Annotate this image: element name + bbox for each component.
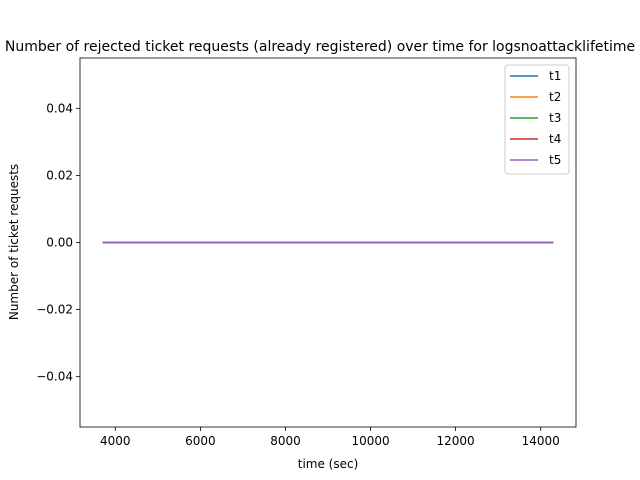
y-tick-label: 0.02 <box>46 168 73 182</box>
legend: t1 t2 t3 t4 t5 <box>504 64 570 175</box>
legend-label-t3: t3 <box>549 111 561 125</box>
x-tick-label: 10000 <box>351 434 389 448</box>
y-tick-label: −0.02 <box>36 303 73 317</box>
x-tick-label: 12000 <box>437 434 475 448</box>
x-tick-label: 8000 <box>270 434 301 448</box>
legend-label-t2: t2 <box>549 90 561 104</box>
legend-label-t1: t1 <box>549 69 561 83</box>
x-tick-label: 4000 <box>100 434 131 448</box>
x-tick-label: 6000 <box>185 434 216 448</box>
x-axis-label: time (sec) <box>298 457 359 471</box>
y-tick-label: 0.04 <box>46 101 73 115</box>
y-axis: −0.04 −0.02 0.00 0.02 0.04 <box>36 101 80 384</box>
legend-label-t4: t4 <box>549 132 561 146</box>
chart-title: Number of rejected ticket requests (alre… <box>5 39 635 55</box>
legend-box <box>504 64 570 175</box>
legend-label-t5: t5 <box>549 153 561 167</box>
x-tick-label: 14000 <box>522 434 560 448</box>
x-axis: 4000 6000 8000 10000 12000 14000 <box>100 427 560 448</box>
y-axis-label: Number of ticket requests <box>7 164 21 320</box>
y-tick-label: −0.04 <box>36 370 73 384</box>
y-tick-label: 0.00 <box>46 236 73 250</box>
